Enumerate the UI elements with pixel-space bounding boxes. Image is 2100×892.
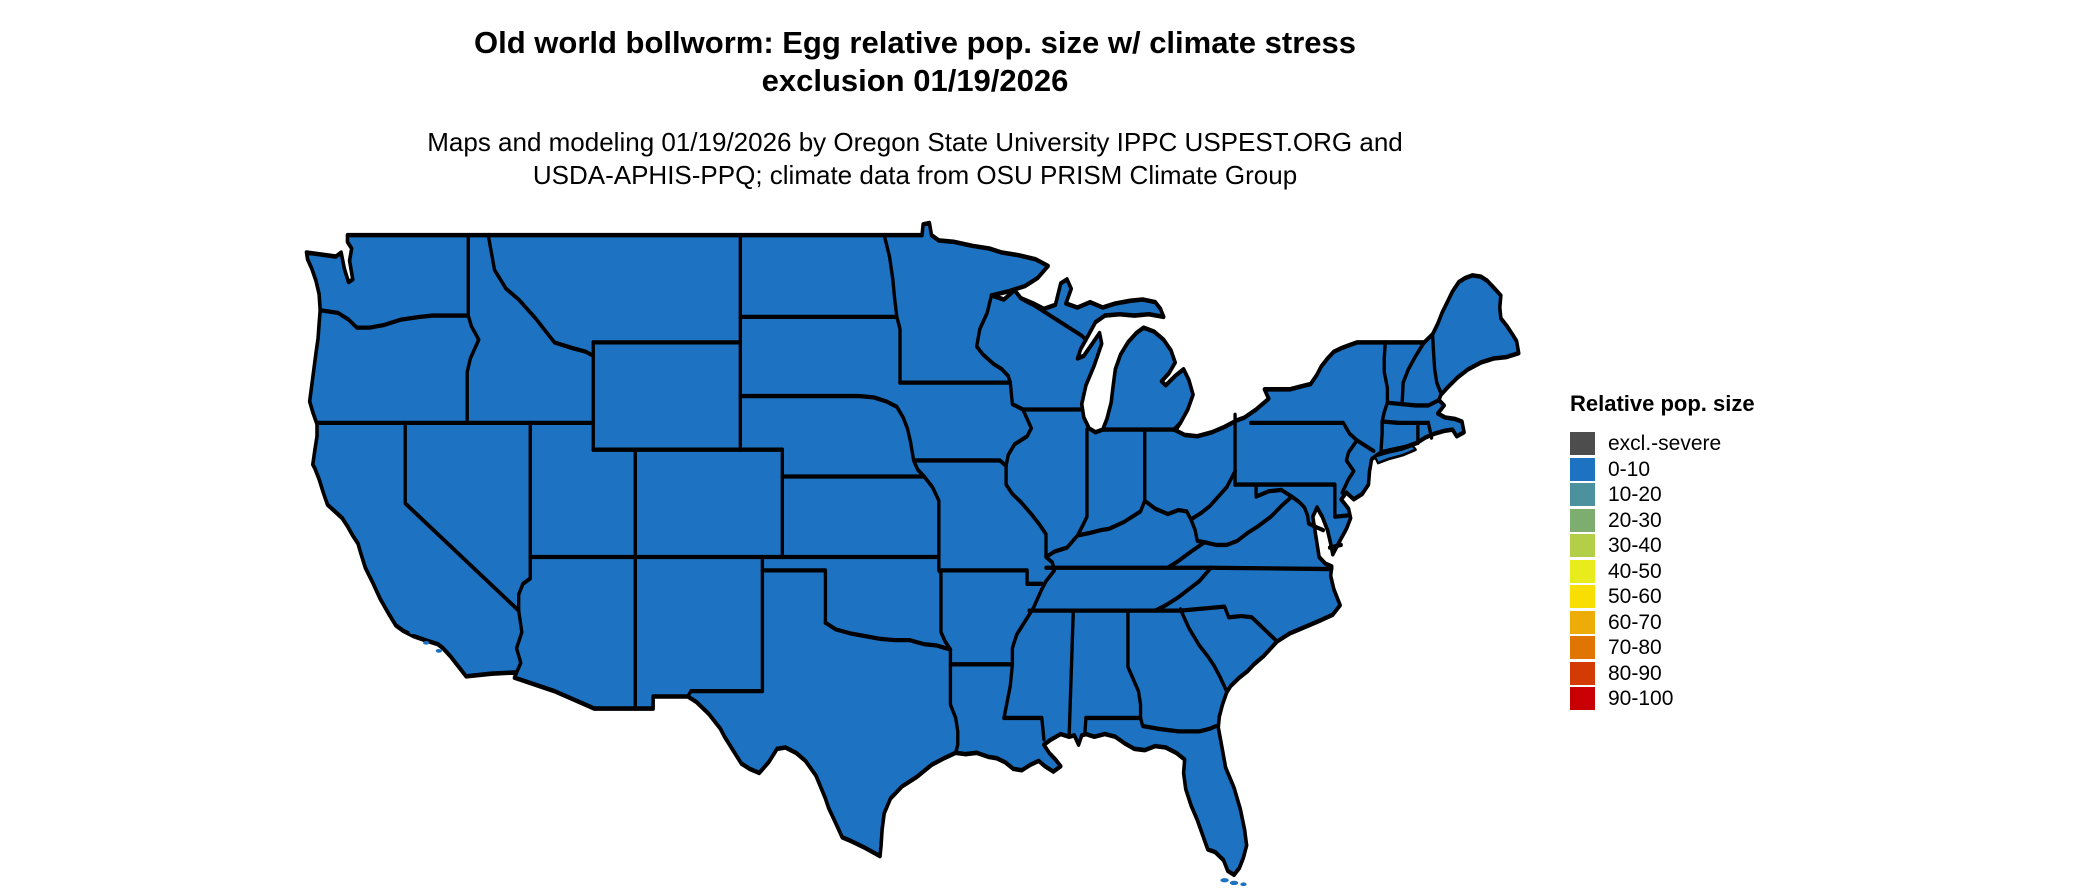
legend-item: 30-40 bbox=[1570, 534, 1755, 557]
legend-item-label: excl.-severe bbox=[1608, 432, 1722, 455]
legend-swatch bbox=[1570, 585, 1595, 608]
legend-item: 0-10 bbox=[1570, 457, 1755, 481]
legend-item: 20-30 bbox=[1570, 508, 1755, 532]
legend-swatch bbox=[1570, 661, 1595, 685]
legend-item: 50-60 bbox=[1570, 585, 1755, 608]
legend-swatch bbox=[1570, 483, 1595, 506]
legend-item: 40-50 bbox=[1570, 559, 1755, 583]
map-legend: Relative pop. size excl.-severe 0-10 10-20… bbox=[1570, 391, 1755, 713]
legend-item-label: 40-50 bbox=[1608, 559, 1662, 583]
map-title-line1: Old world bollworm: Egg relative pop. si… bbox=[474, 25, 1356, 60]
legend-item-label: 90-100 bbox=[1608, 687, 1674, 710]
legend-item: excl.-severe bbox=[1570, 432, 1755, 455]
legend-item-label: 0-10 bbox=[1608, 457, 1651, 481]
map-title-line2: exclusion 01/19/2026 bbox=[761, 63, 1069, 98]
legend-swatch bbox=[1570, 559, 1595, 583]
legend-item: 10-20 bbox=[1570, 483, 1755, 506]
legend-swatch bbox=[1570, 636, 1595, 659]
legend-items: excl.-severe 0-10 10-20 20-30 30-40 40-50 50-6… bbox=[1570, 432, 1755, 710]
us-landmass bbox=[304, 220, 1521, 878]
figure-subtitle: Maps and modeling 01/19/2026 by Oregon S… bbox=[215, 126, 1615, 192]
legend-item: 70-80 bbox=[1570, 636, 1755, 659]
figure-header: Old world bollworm: Egg relative pop. si… bbox=[215, 24, 1615, 192]
legend-swatch bbox=[1570, 534, 1595, 557]
us-map-svg bbox=[304, 220, 1521, 887]
map-subtitle-line1: Maps and modeling 01/19/2026 by Oregon S… bbox=[427, 127, 1403, 157]
us-states-map bbox=[296, 219, 1525, 892]
legend-item-label: 80-90 bbox=[1608, 661, 1662, 685]
channel-islands bbox=[409, 629, 443, 653]
legend-title: Relative pop. size bbox=[1570, 391, 1755, 416]
legend-swatch bbox=[1570, 457, 1595, 481]
florida-keys bbox=[1220, 878, 1247, 887]
legend-swatch bbox=[1570, 432, 1595, 455]
legend-item-label: 20-30 bbox=[1608, 508, 1662, 532]
legend-swatch bbox=[1570, 610, 1595, 634]
legend-item-label: 50-60 bbox=[1608, 585, 1662, 608]
map-subtitle-line2: USDA-APHIS-PPQ; climate data from OSU PR… bbox=[532, 160, 1298, 190]
legend-swatch bbox=[1570, 687, 1595, 710]
legend-item: 80-90 bbox=[1570, 661, 1755, 685]
state-borders bbox=[315, 232, 1443, 755]
legend-item-label: 10-20 bbox=[1608, 483, 1662, 506]
legend-item-label: 70-80 bbox=[1608, 636, 1662, 659]
legend-swatch bbox=[1570, 508, 1595, 532]
legend-item: 90-100 bbox=[1570, 687, 1755, 710]
legend-item-label: 30-40 bbox=[1608, 534, 1662, 557]
legend-item: 60-70 bbox=[1570, 610, 1755, 634]
long-island bbox=[1373, 444, 1417, 465]
legend-item-label: 60-70 bbox=[1608, 610, 1662, 634]
